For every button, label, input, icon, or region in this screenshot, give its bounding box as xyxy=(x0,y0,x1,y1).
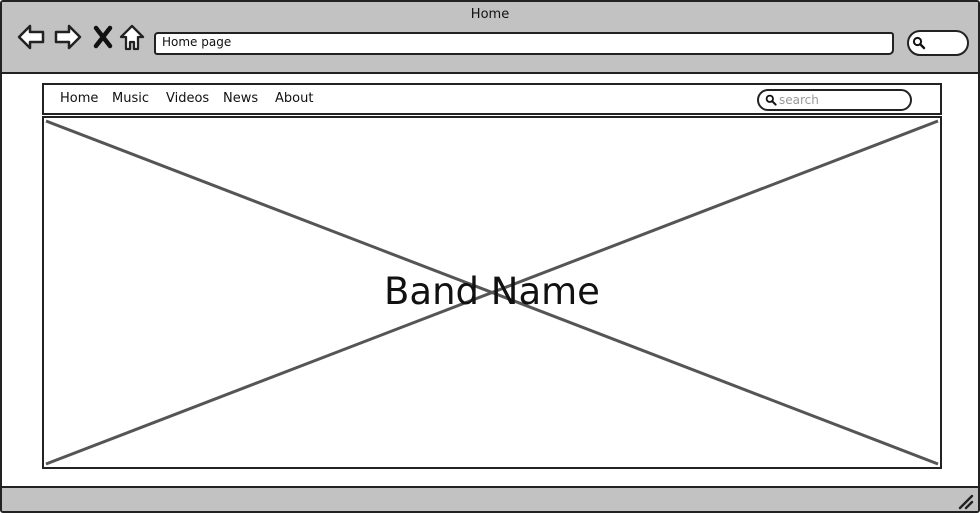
nav-item-about[interactable]: About xyxy=(275,91,314,106)
site-search xyxy=(757,89,912,111)
forward-arrow-icon[interactable] xyxy=(53,22,83,52)
browser-chrome: Home Home page xyxy=(2,2,978,74)
address-text: Home page xyxy=(162,35,232,49)
site-search-input[interactable] xyxy=(779,92,899,107)
browser-search-button[interactable] xyxy=(907,30,969,56)
resize-grip-icon[interactable] xyxy=(958,494,974,510)
close-x-icon[interactable] xyxy=(88,22,118,52)
back-arrow-icon[interactable] xyxy=(16,22,46,52)
address-bar[interactable]: Home page xyxy=(154,32,894,55)
nav-item-home[interactable]: Home xyxy=(60,91,99,106)
nav-item-music[interactable]: Music xyxy=(112,91,149,106)
nav-item-news[interactable]: News xyxy=(223,91,259,106)
home-icon[interactable] xyxy=(117,22,147,52)
window-title: Home xyxy=(470,7,510,22)
search-icon xyxy=(912,36,926,50)
search-icon xyxy=(765,94,777,106)
band-name-heading: Band Name xyxy=(384,270,600,313)
nav-item-videos[interactable]: Videos xyxy=(166,91,210,106)
site-navbar: Home Music Videos News About xyxy=(42,83,942,115)
image-placeholder xyxy=(45,119,939,466)
hero-banner: Band Name xyxy=(42,116,942,469)
status-bar xyxy=(2,486,978,511)
